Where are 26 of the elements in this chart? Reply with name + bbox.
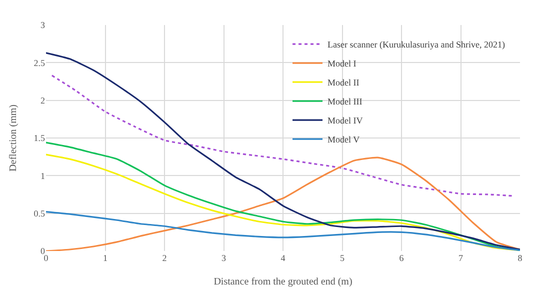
y-tick-label: 3	[40, 20, 46, 30]
y-tick-label: 1	[40, 170, 45, 181]
x-axis-title: Distance from the grouted end (m)	[214, 276, 352, 288]
line-series	[51, 74, 515, 197]
legend-label: Model I	[328, 58, 356, 69]
x-tick-label: 1	[103, 253, 108, 263]
legend-label: Model II	[328, 78, 360, 88]
x-tick-label: 4	[280, 253, 286, 263]
x-tick-label: 3	[222, 253, 226, 263]
y-axis-title: Deflection (mm)	[8, 104, 19, 172]
legend-label: Model V	[328, 134, 360, 145]
x-tick-label: 5	[340, 253, 345, 263]
y-tick-label: 0.5	[34, 208, 46, 218]
y-tick-label: 1.5	[34, 133, 46, 144]
line-series	[46, 52, 520, 250]
x-tick-label: 7	[458, 253, 464, 263]
x-tick-label: 8	[518, 253, 523, 263]
x-tick-label: 2	[162, 253, 167, 263]
x-tick-label: 6	[399, 253, 404, 263]
line-series	[46, 211, 520, 251]
legend-label: Model IV	[328, 116, 364, 126]
y-tick-label: 2	[40, 95, 45, 106]
y-tick-label: 0	[40, 246, 46, 256]
legend-label: Model III	[328, 96, 362, 107]
y-tick-label: 2.5	[34, 58, 46, 68]
legend-label: Laser scanner (Kurukulasuriya and Shrive, 2021)	[328, 40, 505, 50]
